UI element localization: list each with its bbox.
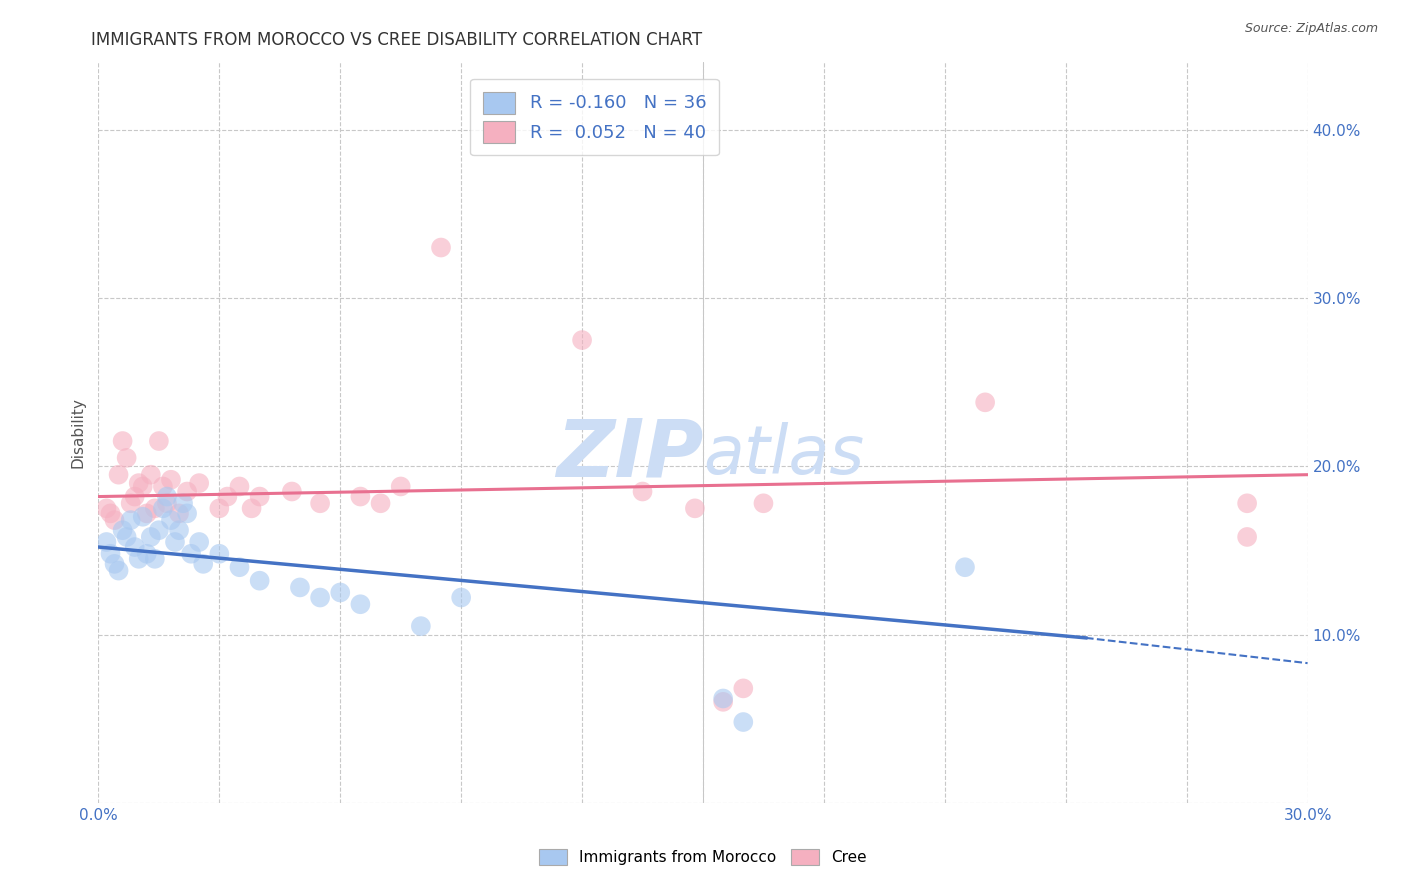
Point — [115, 530, 138, 544]
Y-axis label: Disability: Disability — [70, 397, 86, 468]
Point — [309, 496, 332, 510]
Point — [124, 490, 146, 504]
Point — [111, 434, 134, 448]
Point — [100, 507, 122, 521]
Point — [228, 479, 250, 493]
Point — [120, 496, 142, 510]
Point — [188, 535, 211, 549]
Point — [733, 681, 755, 696]
Point — [711, 691, 734, 706]
Point — [1236, 496, 1258, 510]
Point — [193, 557, 215, 571]
Point — [450, 591, 472, 605]
Point — [135, 547, 157, 561]
Point — [143, 551, 166, 566]
Point — [176, 484, 198, 499]
Point — [172, 496, 194, 510]
Text: atlas: atlas — [703, 422, 865, 488]
Point — [208, 547, 231, 561]
Text: ZIP: ZIP — [555, 416, 703, 494]
Point — [152, 479, 174, 493]
Point — [152, 501, 174, 516]
Point — [329, 585, 352, 599]
Point — [228, 560, 250, 574]
Point — [115, 450, 138, 465]
Point — [217, 490, 239, 504]
Point — [1236, 530, 1258, 544]
Point — [240, 501, 263, 516]
Point — [160, 513, 183, 527]
Point — [370, 496, 392, 510]
Point — [124, 540, 146, 554]
Point — [103, 557, 125, 571]
Point — [132, 479, 155, 493]
Point — [281, 484, 304, 499]
Point — [683, 501, 706, 516]
Text: IMMIGRANTS FROM MOROCCO VS CREE DISABILITY CORRELATION CHART: IMMIGRANTS FROM MOROCCO VS CREE DISABILI… — [91, 31, 703, 49]
Point — [631, 484, 654, 499]
Point — [111, 523, 134, 537]
Point — [143, 501, 166, 516]
Point — [389, 479, 412, 493]
Point — [180, 547, 202, 561]
Point — [309, 591, 332, 605]
Point — [107, 564, 129, 578]
Point — [132, 509, 155, 524]
Point — [349, 490, 371, 504]
Point — [176, 507, 198, 521]
Point — [160, 473, 183, 487]
Point — [167, 523, 190, 537]
Point — [156, 496, 179, 510]
Point — [752, 496, 775, 510]
Point — [409, 619, 432, 633]
Legend: Immigrants from Morocco, Cree: Immigrants from Morocco, Cree — [533, 843, 873, 871]
Point — [974, 395, 997, 409]
Point — [953, 560, 976, 574]
Point — [139, 467, 162, 482]
Point — [135, 507, 157, 521]
Point — [711, 695, 734, 709]
Legend: R = -0.160   N = 36, R =  0.052   N = 40: R = -0.160 N = 36, R = 0.052 N = 40 — [470, 78, 718, 155]
Point — [156, 490, 179, 504]
Point — [249, 490, 271, 504]
Point — [349, 597, 371, 611]
Point — [288, 581, 311, 595]
Point — [128, 551, 150, 566]
Point — [107, 467, 129, 482]
Point — [163, 535, 186, 549]
Point — [96, 501, 118, 516]
Point — [733, 714, 755, 729]
Point — [167, 507, 190, 521]
Point — [100, 547, 122, 561]
Point — [249, 574, 271, 588]
Point — [148, 434, 170, 448]
Point — [128, 476, 150, 491]
Point — [139, 530, 162, 544]
Point — [103, 513, 125, 527]
Point — [120, 513, 142, 527]
Point — [148, 523, 170, 537]
Text: Source: ZipAtlas.com: Source: ZipAtlas.com — [1244, 22, 1378, 36]
Point — [96, 535, 118, 549]
Point — [430, 240, 453, 255]
Point — [188, 476, 211, 491]
Point — [571, 333, 593, 347]
Point — [208, 501, 231, 516]
